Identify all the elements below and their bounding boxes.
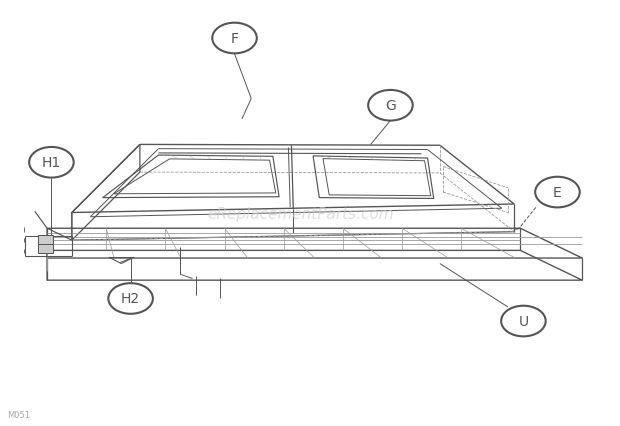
FancyBboxPatch shape [38, 245, 53, 253]
Circle shape [501, 306, 546, 337]
Circle shape [108, 283, 153, 314]
FancyBboxPatch shape [38, 236, 53, 245]
Text: eReplacementParts.com: eReplacementParts.com [208, 206, 394, 222]
Text: E: E [553, 186, 562, 200]
Circle shape [535, 177, 580, 208]
Text: H2: H2 [121, 292, 140, 306]
Text: G: G [385, 99, 396, 113]
Circle shape [368, 91, 413, 121]
Circle shape [212, 23, 257, 54]
Text: H1: H1 [42, 156, 61, 170]
Text: M051: M051 [7, 410, 30, 419]
Text: U: U [518, 314, 528, 328]
Circle shape [29, 148, 74, 178]
Text: F: F [231, 32, 239, 46]
